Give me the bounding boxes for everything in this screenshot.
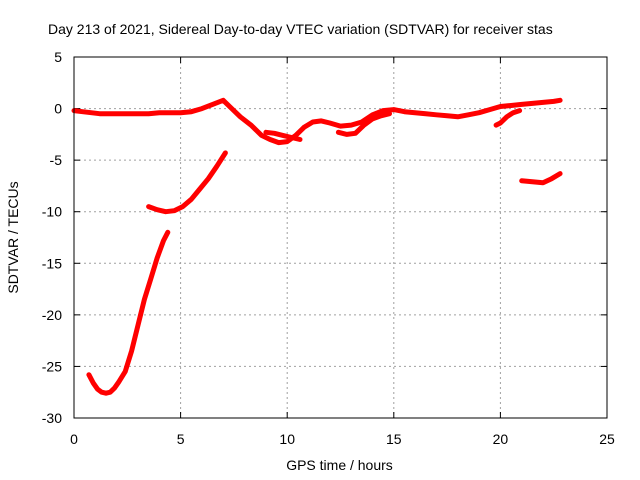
y-axis-label: SDTVAR / TECUs bbox=[5, 181, 21, 293]
plot-frame bbox=[73, 56, 608, 419]
x-tick-label: 10 bbox=[279, 431, 295, 447]
x-tick-label: 15 bbox=[386, 431, 402, 447]
series-line-late-segment bbox=[519, 171, 563, 186]
y-tick-label: -20 bbox=[42, 307, 62, 323]
x-tick-label: 0 bbox=[70, 431, 78, 447]
series-line-dip-segment bbox=[493, 108, 523, 128]
series-line-rising-arc bbox=[146, 150, 228, 215]
x-axis-label: GPS time / hours bbox=[286, 457, 393, 473]
y-tick-label: -10 bbox=[42, 204, 62, 220]
series-line-lower-band bbox=[263, 129, 303, 142]
y-tick-label: 5 bbox=[54, 49, 62, 65]
x-tick-label: 25 bbox=[599, 431, 615, 447]
chart-title: Day 213 of 2021, Sidereal Day-to-day VTE… bbox=[48, 21, 553, 37]
x-tick-label: 5 bbox=[177, 431, 185, 447]
y-tick-label: 0 bbox=[54, 101, 62, 117]
y-tick-label: -30 bbox=[42, 410, 62, 426]
x-tick-label: 20 bbox=[493, 431, 509, 447]
y-tick-label: -25 bbox=[42, 358, 62, 374]
y-tick-label: -15 bbox=[42, 255, 62, 271]
series-line-secondary-band bbox=[335, 111, 392, 137]
y-tick-label: -5 bbox=[50, 152, 63, 168]
series-line-deep-arc bbox=[86, 229, 171, 396]
series-line-near-zero-band bbox=[71, 97, 563, 146]
